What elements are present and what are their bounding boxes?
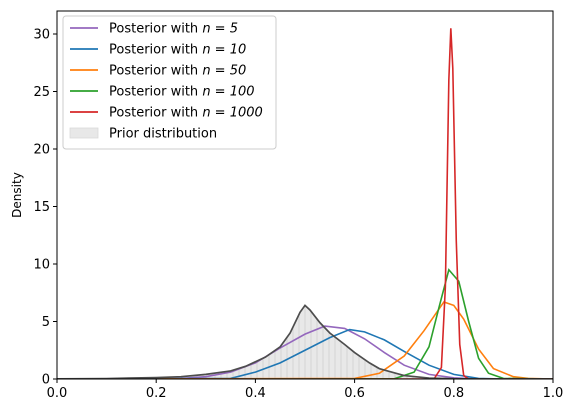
legend-label-1: Posterior with n = 10: [109, 43, 246, 58]
legend-label-3: Posterior with n = 100: [109, 85, 255, 100]
x-tick-label: 0.8: [443, 386, 464, 401]
legend-box: [62, 15, 277, 150]
x-tick-label: 1.0: [543, 386, 564, 401]
x-tick-label: 0.0: [47, 386, 68, 401]
y-tick-label: 30: [33, 28, 50, 43]
legend-label-0: Posterior with n = 5: [109, 22, 238, 37]
plot-frame: [56, 10, 554, 380]
legend-label-prior: Prior distribution: [109, 127, 217, 142]
prior-line: [57, 304, 553, 379]
x-tick-label: 0.4: [245, 386, 266, 401]
legend-label-2: Posterior with n = 50: [109, 64, 246, 79]
y-tick-label: 10: [33, 258, 50, 273]
y-tick-label: 20: [33, 143, 50, 158]
series-line-1: [57, 328, 553, 379]
y-tick-label: 25: [33, 85, 50, 100]
x-tick-label: 0.2: [146, 386, 167, 401]
series-line-2: [57, 300, 553, 379]
y-tick-label: 15: [33, 200, 50, 215]
series-line-4: [57, 28, 553, 379]
x-tick-label: 0.6: [344, 386, 365, 401]
series-line-0: [57, 325, 553, 379]
legend-swatch-prior: [69, 127, 99, 139]
legend-label-4: Posterior with n = 1000: [109, 106, 263, 121]
y-tick-label: 0: [42, 373, 50, 388]
y-tick-label: 5: [42, 315, 50, 330]
y-axis-label: Density: [10, 172, 24, 218]
series-line-3: [57, 268, 553, 379]
